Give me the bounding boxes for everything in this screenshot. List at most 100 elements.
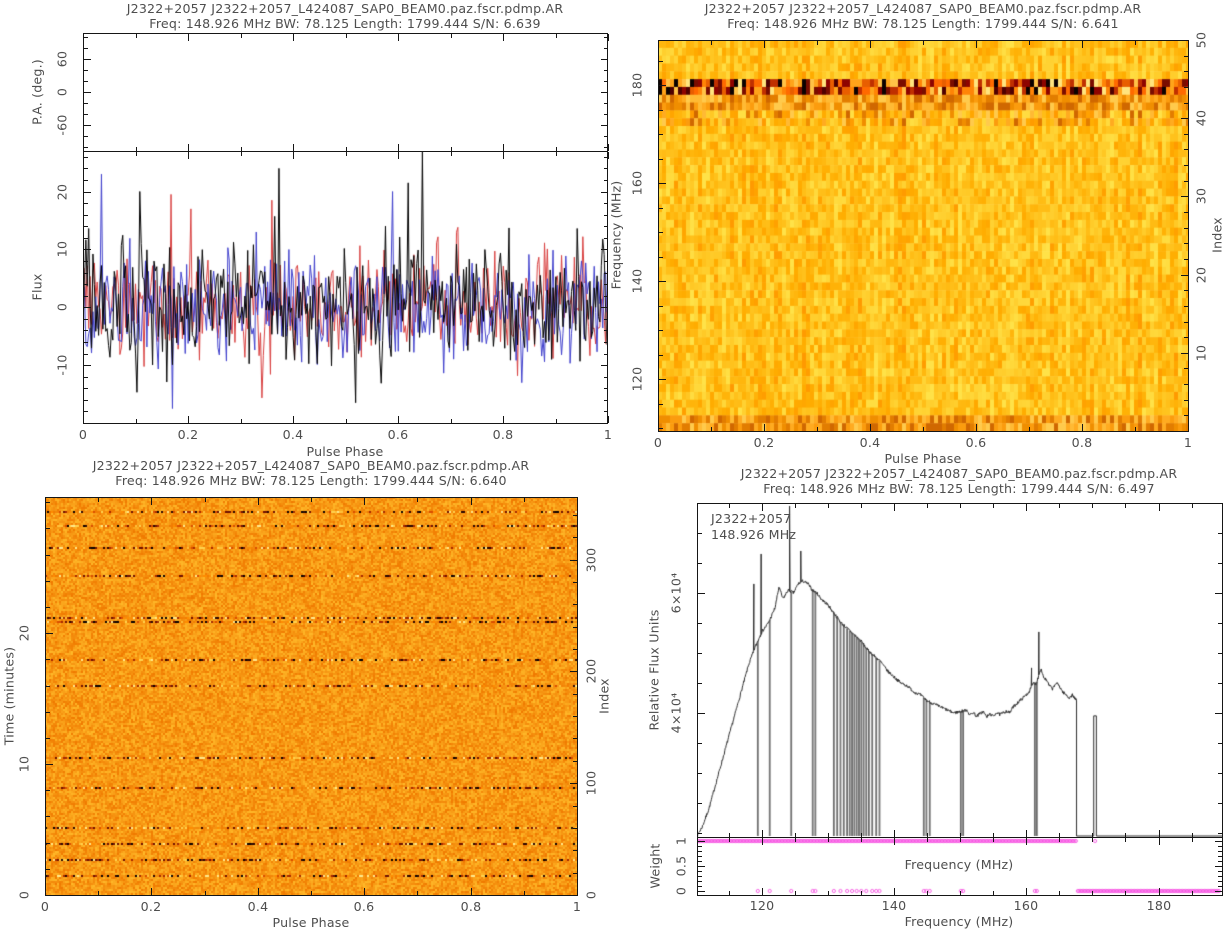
y-tick-label: 20 — [54, 183, 70, 201]
tick-mark — [46, 659, 50, 660]
tick-mark — [828, 838, 829, 842]
tick-mark — [698, 683, 702, 684]
tick-mark — [83, 144, 84, 151]
tick-mark — [795, 838, 796, 842]
tick-mark — [698, 861, 702, 862]
tick-mark — [503, 416, 504, 423]
tick-mark — [84, 423, 88, 424]
tick-mark — [601, 92, 608, 93]
tick-mark — [795, 891, 796, 895]
tick-mark — [45, 888, 46, 895]
tick-mark — [1184, 212, 1188, 213]
tick-mark — [698, 503, 702, 504]
y-tick-label: 50 — [1193, 31, 1209, 49]
tick-mark — [205, 891, 206, 895]
spectrum-title: J2322+2057 J2322+2057_L424087_SAP0_BEAM0… — [740, 466, 1178, 481]
tick-mark — [1029, 41, 1030, 45]
tick-mark — [1215, 841, 1222, 842]
tick-mark — [698, 743, 702, 744]
tick-mark — [659, 355, 663, 356]
tick-mark — [346, 152, 347, 156]
y-tick-label: 200 — [583, 658, 599, 684]
tick-mark — [604, 168, 608, 169]
tick-mark — [573, 873, 577, 874]
y-tick-label: 30 — [1193, 187, 1209, 205]
tick-mark — [556, 34, 557, 38]
y-tick-label: 100 — [583, 770, 599, 796]
tick-mark — [1218, 803, 1222, 804]
x-tick-label: 160 — [1013, 898, 1039, 913]
tick-mark — [604, 273, 608, 274]
tick-mark — [84, 284, 88, 285]
tick-mark — [1184, 306, 1188, 307]
x-tick-label: 1 — [572, 899, 582, 914]
tick-mark — [84, 192, 91, 193]
y-tick-label: 0 — [54, 87, 70, 97]
tick-mark — [84, 203, 88, 204]
tick-mark — [604, 319, 608, 320]
tick-mark — [1188, 424, 1189, 431]
tick-mark — [601, 365, 608, 366]
y-tick-label: 0 — [583, 890, 599, 900]
tick-mark — [1218, 743, 1222, 744]
tick-mark — [894, 838, 895, 845]
tick-mark — [570, 671, 577, 672]
tick-mark — [659, 159, 663, 160]
tick-mark — [46, 869, 50, 870]
tick-mark — [604, 342, 608, 343]
y-tick-label: -60 — [54, 114, 70, 136]
tick-mark — [923, 41, 924, 45]
tick-mark — [258, 498, 259, 505]
tick-mark — [84, 136, 88, 137]
tick-mark — [698, 891, 705, 892]
tick-mark — [1184, 87, 1188, 88]
tick-mark — [698, 871, 702, 872]
tick-mark — [1184, 322, 1188, 323]
tick-mark — [573, 515, 577, 516]
x-tick-label: 0.4 — [859, 435, 881, 450]
tick-mark — [1184, 368, 1188, 369]
y-tick-label: 160 — [629, 170, 645, 196]
tick-mark — [84, 147, 88, 148]
tick-mark — [1218, 876, 1222, 877]
tick-mark — [1181, 353, 1188, 354]
tick-mark — [556, 147, 557, 151]
tick-mark — [960, 838, 961, 842]
tick-mark — [188, 416, 189, 423]
tick-mark — [46, 528, 50, 529]
tick-mark — [1215, 713, 1222, 714]
centre-frequency-annotation: 148.926 MHz — [711, 527, 797, 542]
tick-mark — [84, 180, 88, 181]
spectrum-subtitle: Freq: 148.926 MHz BW: 78.125 Length: 179… — [763, 481, 1155, 496]
tick-mark — [927, 833, 928, 837]
y-tick-label: 10 — [54, 240, 70, 258]
spectrum-xaxis-label: Frequency (MHz) — [904, 914, 1014, 929]
tick-mark — [927, 891, 928, 895]
x-tick-label: 1 — [603, 427, 613, 442]
tick-mark — [1181, 196, 1188, 197]
tick-mark — [471, 888, 472, 895]
tick-mark — [1218, 856, 1222, 857]
tick-mark — [1192, 504, 1193, 508]
tick-mark — [98, 891, 99, 895]
y-tick-label: 0 — [16, 890, 32, 900]
tick-mark — [698, 876, 702, 877]
tick-mark — [659, 110, 663, 111]
tick-mark — [577, 888, 578, 895]
tick-mark — [1159, 830, 1160, 837]
tick-mark — [573, 582, 577, 583]
tick-mark — [83, 152, 84, 159]
tick-mark — [241, 419, 242, 423]
tick-mark — [698, 623, 702, 624]
tick-mark — [1125, 891, 1126, 895]
tick-mark — [1184, 400, 1188, 401]
tick-mark — [417, 498, 418, 502]
tick-mark — [136, 147, 137, 151]
tick-mark — [976, 424, 977, 431]
tick-mark — [993, 833, 994, 837]
tick-mark — [46, 502, 50, 503]
tick-mark — [84, 365, 91, 366]
tick-mark — [604, 114, 608, 115]
tick-mark — [1092, 838, 1093, 842]
tick-mark — [84, 388, 88, 389]
